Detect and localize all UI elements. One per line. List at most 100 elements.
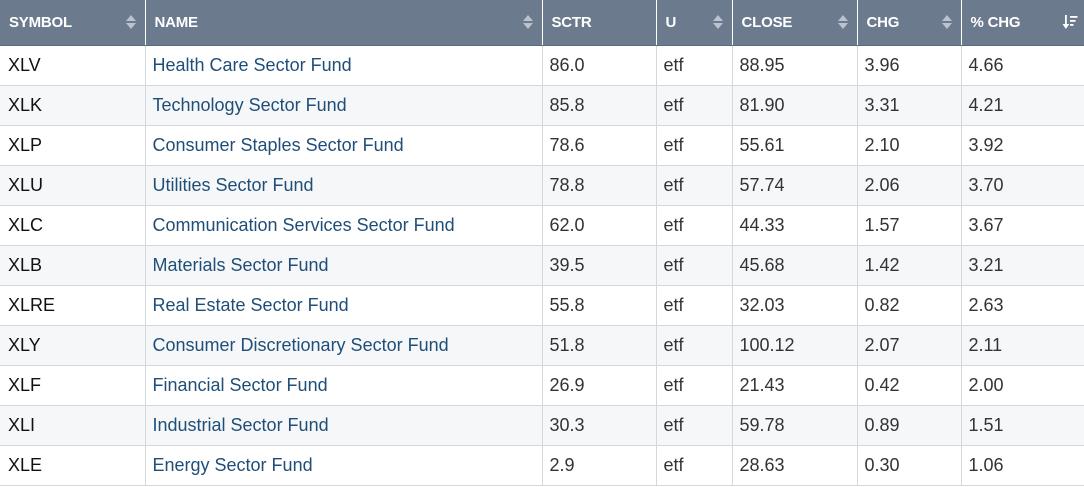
sort-both-icon[interactable] (712, 14, 724, 30)
fund-name-link[interactable]: Industrial Sector Fund (152, 414, 329, 435)
cell-symbol: XLU (0, 165, 146, 206)
table-row[interactable]: XLP Consumer Staples Sector Fund 78.6 etf 55… (0, 125, 1084, 166)
column-header-label: SCTR (551, 13, 592, 31)
cell-sctr: 78.6 (542, 125, 657, 166)
cell-symbol: XLI (0, 405, 146, 446)
cell-u: etf (656, 165, 733, 206)
fund-name-link[interactable]: Consumer Discretionary Sector Fund (152, 334, 449, 355)
fund-name-link[interactable]: Materials Sector Fund (152, 254, 329, 275)
cell-name: Communication Services Sector Fund (145, 205, 543, 246)
cell-sctr: 85.8 (542, 85, 657, 126)
cell-u: etf (656, 285, 733, 326)
cell-name: Health Care Sector Fund (145, 45, 543, 86)
column-header-sctr[interactable]: SCTR (542, 0, 657, 46)
cell-symbol: XLV (0, 45, 146, 86)
cell-symbol: XLRE (0, 285, 146, 326)
cell-chg: 3.96 (857, 45, 962, 86)
cell-pct-chg: 4.21 (961, 85, 1084, 126)
table-header: SYMBOL NAME SCTR U CLOSE (0, 0, 1084, 46)
table-row[interactable]: XLK Technology Sector Fund 85.8 etf 81.90 3.3… (0, 85, 1084, 126)
cell-chg: 3.31 (857, 85, 962, 126)
cell-symbol: XLF (0, 365, 146, 406)
cell-name: Consumer Staples Sector Fund (145, 125, 543, 166)
cell-pct-chg: 2.00 (961, 365, 1084, 406)
cell-u: etf (656, 205, 733, 246)
cell-close: 28.63 (732, 445, 858, 486)
cell-chg: 0.89 (857, 405, 962, 446)
column-header-label: NAME (154, 13, 199, 31)
cell-u: etf (656, 405, 733, 446)
fund-name-link[interactable]: Utilities Sector Fund (152, 174, 314, 195)
table-row[interactable]: XLF Financial Sector Fund 26.9 etf 21.43 0.42… (0, 365, 1084, 406)
cell-name: Consumer Discretionary Sector Fund (145, 325, 543, 366)
cell-name: Financial Sector Fund (145, 365, 543, 406)
column-header-name[interactable]: NAME (145, 0, 543, 46)
cell-chg: 2.06 (857, 165, 962, 206)
fund-name-link[interactable]: Financial Sector Fund (152, 374, 328, 395)
fund-name-link[interactable]: Real Estate Sector Fund (152, 294, 349, 315)
cell-sctr: 30.3 (542, 405, 657, 446)
fund-name-link[interactable]: Consumer Staples Sector Fund (152, 134, 404, 155)
cell-pct-chg: 1.06 (961, 445, 1084, 486)
cell-pct-chg: 2.11 (961, 325, 1084, 366)
table-row[interactable]: XLV Health Care Sector Fund 86.0 etf 88.95 3.… (0, 45, 1084, 86)
cell-pct-chg: 4.66 (961, 45, 1084, 86)
table-body: XLV Health Care Sector Fund 86.0 etf 88.95 3.… (0, 45, 1084, 486)
cell-sctr: 51.8 (542, 325, 657, 366)
column-header-close[interactable]: CLOSE (732, 0, 858, 46)
sort-both-icon[interactable] (125, 14, 137, 30)
sort-descending-icon[interactable] (1062, 14, 1078, 30)
sort-both-icon[interactable] (837, 14, 849, 30)
cell-sctr: 62.0 (542, 205, 657, 246)
table-row[interactable]: XLRE Real Estate Sector Fund 55.8 etf 32.03 0… (0, 285, 1084, 326)
cell-name: Industrial Sector Fund (145, 405, 543, 446)
cell-name: Technology Sector Fund (145, 85, 543, 126)
cell-name: Materials Sector Fund (145, 245, 543, 286)
sort-both-icon[interactable] (522, 14, 534, 30)
cell-pct-chg: 3.21 (961, 245, 1084, 286)
cell-name: Real Estate Sector Fund (145, 285, 543, 326)
column-header-chg[interactable]: CHG (857, 0, 962, 46)
cell-pct-chg: 3.67 (961, 205, 1084, 246)
cell-chg: 2.10 (857, 125, 962, 166)
cell-pct-chg: 3.92 (961, 125, 1084, 166)
fund-name-link[interactable]: Energy Sector Fund (152, 454, 313, 475)
table-row[interactable]: XLI Industrial Sector Fund 30.3 etf 59.78 0.8… (0, 405, 1084, 446)
cell-close: 45.68 (732, 245, 858, 286)
cell-sctr: 26.9 (542, 365, 657, 406)
cell-symbol: XLE (0, 445, 146, 486)
table-row[interactable]: XLY Consumer Discretionary Sector Fund 51.… (0, 325, 1084, 366)
cell-u: etf (656, 125, 733, 166)
table-row[interactable]: XLC Communication Services Sector Fund 62.… (0, 205, 1084, 246)
column-header-symbol[interactable]: SYMBOL (0, 0, 146, 46)
fund-name-link[interactable]: Communication Services Sector Fund (152, 214, 455, 235)
header-row: SYMBOL NAME SCTR U CLOSE (0, 0, 1084, 46)
cell-sctr: 86.0 (542, 45, 657, 86)
cell-close: 88.95 (732, 45, 858, 86)
column-header-label: % CHG (970, 13, 1021, 31)
cell-u: etf (656, 445, 733, 486)
sort-both-icon[interactable] (941, 14, 953, 30)
cell-symbol: XLP (0, 125, 146, 166)
cell-close: 59.78 (732, 405, 858, 446)
cell-pct-chg: 2.63 (961, 285, 1084, 326)
cell-chg: 1.57 (857, 205, 962, 246)
table-row[interactable]: XLB Materials Sector Fund 39.5 etf 45.68 1.42… (0, 245, 1084, 286)
cell-sctr: 2.9 (542, 445, 657, 486)
cell-chg: 0.42 (857, 365, 962, 406)
table-row[interactable]: XLE Energy Sector Fund 2.9 etf 28.63 0.30 1.06 (0, 445, 1084, 486)
cell-u: etf (656, 365, 733, 406)
cell-u: etf (656, 85, 733, 126)
fund-name-link[interactable]: Health Care Sector Fund (152, 54, 352, 75)
cell-chg: 2.07 (857, 325, 962, 366)
table-row[interactable]: XLU Utilities Sector Fund 78.8 etf 57.74 2.06… (0, 165, 1084, 206)
cell-chg: 1.42 (857, 245, 962, 286)
cell-chg: 0.82 (857, 285, 962, 326)
cell-symbol: XLY (0, 325, 146, 366)
column-header-u[interactable]: U (656, 0, 733, 46)
cell-pct-chg: 3.70 (961, 165, 1084, 206)
cell-symbol: XLK (0, 85, 146, 126)
cell-u: etf (656, 325, 733, 366)
column-header-pct-chg[interactable]: % CHG (961, 0, 1084, 46)
fund-name-link[interactable]: Technology Sector Fund (152, 94, 347, 115)
